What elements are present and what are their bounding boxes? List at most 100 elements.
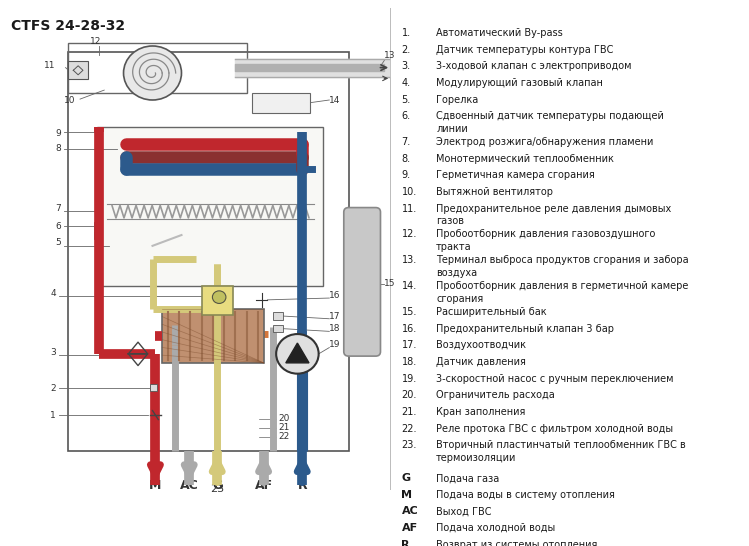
Text: 13.: 13. bbox=[401, 256, 416, 265]
Text: 21.: 21. bbox=[401, 407, 417, 417]
Text: 2: 2 bbox=[50, 384, 56, 393]
Bar bbox=[68, 52, 348, 451]
Circle shape bbox=[276, 334, 318, 373]
Text: 22.: 22. bbox=[401, 424, 417, 434]
Text: AC: AC bbox=[401, 507, 418, 517]
Text: Горелка: Горелка bbox=[436, 94, 479, 105]
Text: Предохранительный клапан 3 бар: Предохранительный клапан 3 бар bbox=[436, 324, 614, 334]
Text: 23: 23 bbox=[210, 484, 224, 494]
Text: CTFS 24-28-32: CTFS 24-28-32 bbox=[10, 19, 124, 33]
Bar bbox=[68, 43, 247, 93]
Text: 3: 3 bbox=[50, 348, 56, 357]
Text: 3.: 3. bbox=[401, 61, 410, 72]
Text: 11: 11 bbox=[44, 61, 56, 70]
Text: Выход ГВС: Выход ГВС bbox=[436, 507, 492, 517]
Text: 16: 16 bbox=[330, 291, 341, 300]
Text: Ограничитель расхода: Ограничитель расхода bbox=[436, 390, 555, 400]
Text: 15.: 15. bbox=[401, 307, 417, 317]
Text: 18: 18 bbox=[330, 324, 341, 333]
Text: 1.: 1. bbox=[401, 28, 410, 38]
Text: G: G bbox=[401, 473, 410, 483]
Text: 9.: 9. bbox=[401, 170, 410, 180]
Text: 12: 12 bbox=[90, 37, 101, 46]
Text: 15: 15 bbox=[384, 279, 396, 288]
Text: 8: 8 bbox=[55, 144, 61, 153]
Text: AC: AC bbox=[180, 479, 198, 492]
Text: 16.: 16. bbox=[401, 324, 416, 334]
Bar bbox=[97, 127, 324, 286]
Bar bbox=[273, 312, 283, 319]
Text: 17: 17 bbox=[330, 312, 341, 321]
Bar bbox=[150, 384, 157, 391]
Bar bbox=[163, 309, 264, 363]
Text: 5.: 5. bbox=[401, 94, 410, 105]
Text: 19.: 19. bbox=[401, 373, 416, 383]
Text: Вторичный пластинчатый теплообменник ГВС в
термоизоляции: Вторичный пластинчатый теплообменник ГВС… bbox=[436, 440, 686, 462]
Text: 21: 21 bbox=[278, 423, 289, 432]
Text: 9: 9 bbox=[55, 129, 61, 138]
Text: R: R bbox=[401, 540, 410, 546]
Text: 6: 6 bbox=[55, 222, 61, 230]
Text: 20.: 20. bbox=[401, 390, 417, 400]
Text: AF: AF bbox=[401, 523, 418, 533]
Text: M: M bbox=[149, 479, 162, 492]
Text: 2.: 2. bbox=[401, 45, 410, 55]
Text: 8.: 8. bbox=[401, 154, 410, 164]
Text: Подача холодной воды: Подача холодной воды bbox=[436, 523, 556, 533]
Circle shape bbox=[213, 291, 226, 304]
Text: Расширительный бак: Расширительный бак bbox=[436, 307, 547, 317]
Text: 14: 14 bbox=[330, 97, 341, 105]
Circle shape bbox=[124, 46, 181, 100]
Text: 13: 13 bbox=[384, 51, 396, 61]
Bar bbox=[68, 61, 88, 79]
Text: Монотермический теплообменник: Монотермический теплообменник bbox=[436, 154, 614, 164]
Text: 4.: 4. bbox=[401, 78, 410, 88]
Text: 18.: 18. bbox=[401, 357, 416, 367]
Text: Герметичная камера сгорания: Герметичная камера сгорания bbox=[436, 170, 595, 180]
Text: 7.: 7. bbox=[401, 137, 410, 147]
Text: Пробоотборник давления в герметичной камере
сгорания: Пробоотборник давления в герметичной кам… bbox=[436, 281, 688, 304]
Text: Автоматический By-pass: Автоматический By-pass bbox=[436, 28, 563, 38]
Polygon shape bbox=[286, 343, 309, 363]
Text: Кран заполнения: Кран заполнения bbox=[436, 407, 526, 417]
Text: 20: 20 bbox=[278, 414, 289, 423]
Text: 14.: 14. bbox=[401, 281, 416, 291]
Text: 23.: 23. bbox=[401, 440, 417, 450]
Text: R: R bbox=[297, 479, 307, 492]
Text: 19: 19 bbox=[330, 340, 341, 349]
Text: 3-ходовой клапан с электроприводом: 3-ходовой клапан с электроприводом bbox=[436, 61, 631, 72]
Text: 6.: 6. bbox=[401, 111, 410, 121]
Text: Электрод розжига/обнаружения пламени: Электрод розжига/обнаружения пламени bbox=[436, 137, 654, 147]
Text: Датчик давления: Датчик давления bbox=[436, 357, 526, 367]
Bar bbox=[201, 286, 233, 315]
Text: 3-скоростной насос с ручным переключением: 3-скоростной насос с ручным переключение… bbox=[436, 373, 674, 383]
Text: 5: 5 bbox=[55, 238, 61, 247]
Bar bbox=[273, 325, 283, 333]
FancyBboxPatch shape bbox=[344, 207, 380, 356]
Bar bbox=[252, 93, 310, 112]
Text: Вытяжной вентилятор: Вытяжной вентилятор bbox=[436, 187, 554, 197]
Text: Воздухоотводчик: Воздухоотводчик bbox=[436, 340, 527, 350]
Text: Сдвоенный датчик температуры подающей
линии: Сдвоенный датчик температуры подающей ли… bbox=[436, 111, 664, 134]
Text: Подача газа: Подача газа bbox=[436, 473, 500, 483]
Text: 4: 4 bbox=[50, 289, 56, 298]
Text: 7: 7 bbox=[55, 204, 61, 212]
Text: 22: 22 bbox=[278, 432, 289, 441]
Text: 10: 10 bbox=[64, 97, 75, 105]
Text: M: M bbox=[401, 490, 413, 500]
Text: Модулирующий газовый клапан: Модулирующий газовый клапан bbox=[436, 78, 603, 88]
Text: 12.: 12. bbox=[401, 229, 417, 240]
Text: Пробоотборник давления газовоздушного
тракта: Пробоотборник давления газовоздушного тр… bbox=[436, 229, 655, 252]
Text: 10.: 10. bbox=[401, 187, 416, 197]
Text: 17.: 17. bbox=[401, 340, 417, 350]
Bar bbox=[94, 222, 101, 230]
Text: G: G bbox=[212, 479, 222, 492]
Text: Предохранительное реле давления дымовых
газов: Предохранительное реле давления дымовых … bbox=[436, 204, 672, 226]
Text: Терминал выброса продуктов сгорания и забора
воздуха: Терминал выброса продуктов сгорания и за… bbox=[436, 256, 689, 278]
Bar bbox=[94, 232, 101, 239]
Text: AF: AF bbox=[255, 479, 273, 492]
Text: 11.: 11. bbox=[401, 204, 416, 213]
Text: Подача воды в систему отопления: Подача воды в систему отопления bbox=[436, 490, 615, 500]
Text: Реле протока ГВС с фильтром холодной воды: Реле протока ГВС с фильтром холодной вод… bbox=[436, 424, 673, 434]
Text: Датчик температуры контура ГВС: Датчик температуры контура ГВС bbox=[436, 45, 613, 55]
